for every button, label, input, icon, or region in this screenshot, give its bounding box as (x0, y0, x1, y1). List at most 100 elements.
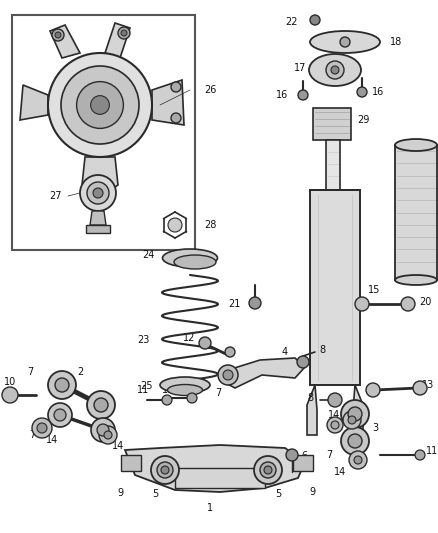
Circle shape (161, 466, 169, 474)
Text: 20: 20 (419, 297, 431, 307)
Circle shape (225, 347, 235, 357)
Text: 7: 7 (326, 450, 332, 460)
Circle shape (355, 297, 369, 311)
Circle shape (118, 27, 130, 39)
Polygon shape (50, 25, 80, 58)
Text: 16: 16 (372, 87, 384, 97)
Circle shape (415, 450, 425, 460)
Circle shape (48, 371, 76, 399)
Bar (310, 190, 360, 385)
Bar (121, 455, 141, 471)
Text: 29: 29 (357, 115, 369, 125)
Text: 7: 7 (27, 367, 33, 377)
Polygon shape (125, 445, 305, 492)
Circle shape (91, 95, 110, 115)
Circle shape (340, 37, 350, 47)
Ellipse shape (167, 384, 202, 395)
Text: 25: 25 (141, 381, 153, 391)
Circle shape (168, 218, 182, 232)
Circle shape (223, 370, 233, 380)
Circle shape (151, 456, 179, 484)
Circle shape (32, 418, 52, 438)
Bar (86, 225, 110, 233)
Text: 11: 11 (162, 385, 174, 395)
Text: 14: 14 (334, 467, 346, 477)
Text: 14: 14 (112, 441, 124, 451)
Circle shape (93, 188, 103, 198)
Text: 10: 10 (4, 377, 16, 387)
Circle shape (48, 53, 152, 157)
Text: 27: 27 (49, 191, 61, 201)
Circle shape (52, 29, 64, 41)
Text: 6: 6 (301, 451, 307, 461)
Bar (12, 15, 195, 250)
Circle shape (218, 365, 238, 385)
Circle shape (2, 387, 18, 403)
Text: 7: 7 (215, 388, 221, 398)
Circle shape (187, 393, 197, 403)
Circle shape (37, 423, 47, 433)
Circle shape (54, 409, 66, 421)
Text: 13: 13 (422, 380, 434, 390)
Circle shape (87, 182, 109, 204)
Text: 1: 1 (207, 503, 213, 513)
Text: 21: 21 (229, 299, 241, 309)
Text: 9: 9 (117, 488, 123, 498)
Ellipse shape (395, 275, 437, 285)
Circle shape (55, 378, 69, 392)
Polygon shape (90, 211, 106, 225)
Text: 8: 8 (319, 345, 325, 355)
Text: 12: 12 (183, 333, 195, 343)
Circle shape (298, 90, 308, 100)
Circle shape (327, 417, 343, 433)
Circle shape (331, 421, 339, 429)
Circle shape (401, 297, 415, 311)
Text: 14: 14 (46, 435, 58, 445)
Circle shape (357, 87, 367, 97)
Text: 7: 7 (29, 430, 35, 440)
Circle shape (286, 449, 298, 461)
Circle shape (254, 456, 282, 484)
Circle shape (97, 424, 109, 436)
Circle shape (331, 66, 339, 74)
Ellipse shape (162, 249, 218, 267)
Circle shape (349, 451, 367, 469)
Circle shape (162, 395, 172, 405)
Circle shape (55, 32, 61, 38)
Circle shape (87, 391, 115, 419)
Circle shape (171, 113, 181, 123)
Text: 5: 5 (152, 489, 158, 499)
Text: 16: 16 (276, 90, 288, 100)
Circle shape (61, 66, 139, 144)
Text: 8: 8 (308, 393, 314, 403)
Circle shape (260, 462, 276, 478)
Circle shape (94, 398, 108, 412)
Polygon shape (307, 385, 317, 435)
Circle shape (343, 411, 361, 429)
Ellipse shape (395, 139, 437, 151)
Text: 22: 22 (286, 17, 298, 27)
Circle shape (354, 456, 362, 464)
Text: 28: 28 (204, 220, 216, 230)
Circle shape (348, 416, 356, 424)
Ellipse shape (310, 31, 380, 53)
Circle shape (264, 466, 272, 474)
Circle shape (99, 426, 117, 444)
Ellipse shape (309, 54, 361, 86)
Circle shape (348, 434, 362, 448)
Polygon shape (20, 85, 48, 120)
Ellipse shape (174, 255, 216, 269)
Circle shape (77, 82, 124, 128)
Circle shape (104, 431, 112, 439)
Circle shape (326, 61, 344, 79)
Polygon shape (220, 358, 305, 388)
Text: 11: 11 (426, 446, 438, 456)
Text: 4: 4 (282, 347, 288, 357)
Ellipse shape (160, 377, 210, 393)
Circle shape (199, 337, 211, 349)
Bar (313, 108, 351, 140)
Polygon shape (175, 468, 265, 488)
Circle shape (48, 403, 72, 427)
Polygon shape (105, 23, 130, 58)
Circle shape (249, 297, 261, 309)
